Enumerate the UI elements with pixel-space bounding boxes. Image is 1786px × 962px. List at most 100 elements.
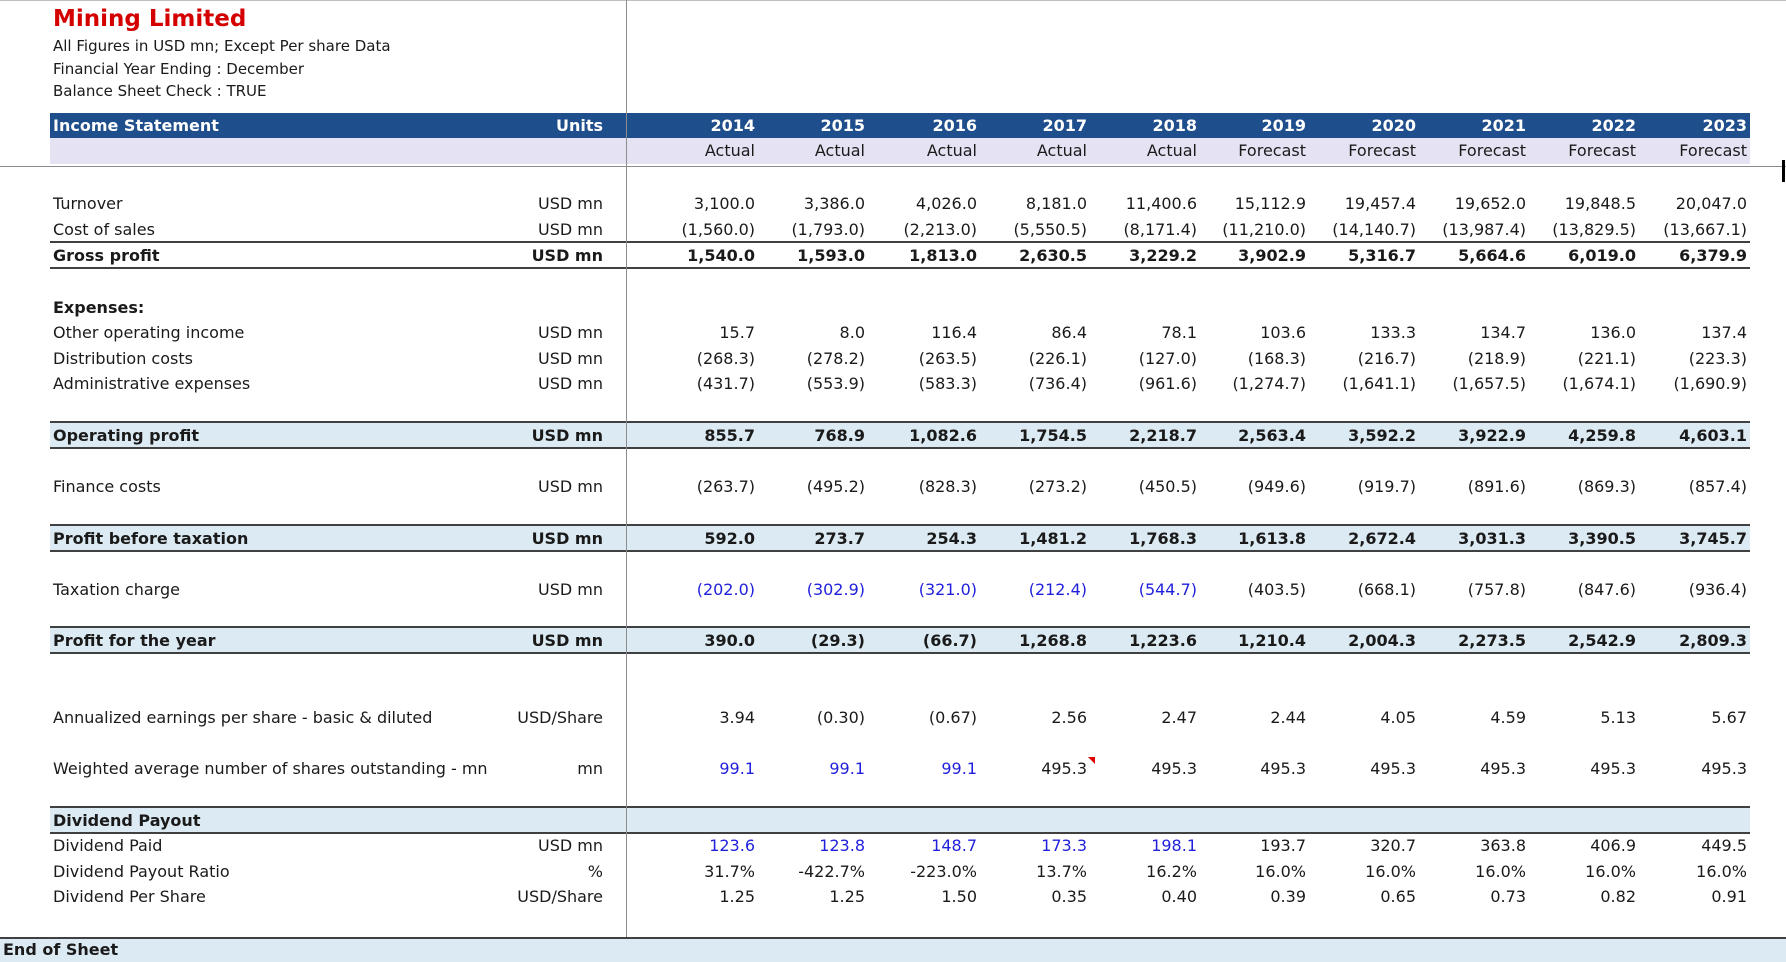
cell-2018[interactable]: 2,218.7 xyxy=(1129,426,1197,445)
cell-2020[interactable]: 320.7 xyxy=(1370,836,1416,855)
cell-2021[interactable]: 2,273.5 xyxy=(1458,631,1526,650)
cell-2017[interactable]: 2.56 xyxy=(1051,708,1087,727)
cell-2021[interactable]: 16.0% xyxy=(1475,862,1526,881)
cell-2022[interactable]: 0.82 xyxy=(1600,887,1636,906)
cell-2014[interactable]: 592.0 xyxy=(704,529,755,548)
cell-2019[interactable]: 103.6 xyxy=(1260,323,1306,342)
cell-2015[interactable]: 273.7 xyxy=(814,529,865,548)
row-unit[interactable]: USD mn xyxy=(538,194,603,213)
cell-2016[interactable]: 116.4 xyxy=(931,323,977,342)
cell-2019[interactable]: 1,210.4 xyxy=(1238,631,1306,650)
row-unit[interactable]: USD mn xyxy=(538,477,603,496)
cell-2014[interactable]: 3,100.0 xyxy=(693,194,755,213)
cell-2017[interactable]: 2,630.5 xyxy=(1019,246,1087,265)
cell-2021[interactable]: 495.3 xyxy=(1480,759,1526,778)
cell-2016[interactable]: (583.3) xyxy=(918,374,977,393)
cell-2018[interactable]: (127.0) xyxy=(1138,349,1197,368)
cell-2023[interactable]: 0.91 xyxy=(1711,887,1747,906)
cell-2020[interactable]: 5,316.7 xyxy=(1348,246,1416,265)
cell-2016[interactable]: (66.7) xyxy=(922,631,977,650)
row-label[interactable]: Administrative expenses xyxy=(53,374,251,393)
cell-2022[interactable]: (221.1) xyxy=(1577,349,1636,368)
cell-2022[interactable]: 16.0% xyxy=(1585,862,1636,881)
cell-2022[interactable]: 495.3 xyxy=(1590,759,1636,778)
cell-2022[interactable]: (847.6) xyxy=(1577,580,1636,599)
cell-2017[interactable]: (5,550.5) xyxy=(1013,220,1087,239)
cell-2017[interactable]: (226.1) xyxy=(1028,349,1087,368)
cell-2023[interactable]: 495.3 xyxy=(1701,759,1747,778)
row-label[interactable]: Distribution costs xyxy=(53,349,193,368)
cell-2023[interactable]: 4,603.1 xyxy=(1679,426,1747,445)
cell-2020[interactable]: (1,641.1) xyxy=(1342,374,1416,393)
cell-2015[interactable]: (1,793.0) xyxy=(791,220,865,239)
cell-2020[interactable]: 16.0% xyxy=(1365,862,1416,881)
cell-2021[interactable]: 5,664.6 xyxy=(1458,246,1526,265)
cell-2020[interactable]: (216.7) xyxy=(1357,349,1416,368)
row-label[interactable]: Finance costs xyxy=(53,477,161,496)
cell-2016[interactable]: 1,813.0 xyxy=(909,246,977,265)
cell-2018[interactable]: 0.40 xyxy=(1161,887,1197,906)
cell-2022[interactable]: 3,390.5 xyxy=(1568,529,1636,548)
cell-2021[interactable]: 3,031.3 xyxy=(1458,529,1526,548)
cell-2014[interactable]: (202.0) xyxy=(696,580,755,599)
cell-2022[interactable]: 406.9 xyxy=(1590,836,1636,855)
row-unit[interactable]: USD mn xyxy=(538,349,603,368)
row-unit[interactable]: USD mn xyxy=(531,529,603,548)
cell-2015[interactable]: -422.7% xyxy=(798,862,865,881)
row-unit[interactable]: USD mn xyxy=(538,374,603,393)
cell-2023[interactable]: 3,745.7 xyxy=(1679,529,1747,548)
row-label[interactable]: Dividend Per Share xyxy=(53,887,206,906)
cell-2017[interactable]: 1,268.8 xyxy=(1019,631,1087,650)
cell-2023[interactable]: 16.0% xyxy=(1696,862,1747,881)
cell-2015[interactable]: 1,593.0 xyxy=(797,246,865,265)
cell-2023[interactable]: (13,667.1) xyxy=(1663,220,1747,239)
cell-2019[interactable]: (1,274.7) xyxy=(1232,374,1306,393)
cell-2020[interactable]: 133.3 xyxy=(1370,323,1416,342)
row-label[interactable]: Taxation charge xyxy=(53,580,180,599)
cell-2015[interactable]: (29.3) xyxy=(810,631,865,650)
cell-2014[interactable]: (263.7) xyxy=(696,477,755,496)
cell-2014[interactable]: 390.0 xyxy=(704,631,755,650)
cell-2019[interactable]: 3,902.9 xyxy=(1238,246,1306,265)
row-unit[interactable]: USD/Share xyxy=(517,887,603,906)
cell-2015[interactable]: 8.0 xyxy=(839,323,865,342)
cell-2019[interactable]: 15,112.9 xyxy=(1234,194,1306,213)
cell-2020[interactable]: 2,004.3 xyxy=(1348,631,1416,650)
row-unit[interactable]: % xyxy=(587,862,603,881)
cell-2019[interactable]: 1,613.8 xyxy=(1238,529,1306,548)
cell-2020[interactable]: 2,672.4 xyxy=(1348,529,1416,548)
cell-2022[interactable]: 5.13 xyxy=(1600,708,1636,727)
cell-2018[interactable]: 16.2% xyxy=(1146,862,1197,881)
cell-2020[interactable]: 495.3 xyxy=(1370,759,1416,778)
cell-2018[interactable]: 1,768.3 xyxy=(1129,529,1197,548)
row-label[interactable]: Operating profit xyxy=(53,426,199,445)
cell-2017[interactable]: 86.4 xyxy=(1051,323,1087,342)
cell-2023[interactable]: (857.4) xyxy=(1688,477,1747,496)
cell-2022[interactable]: (1,674.1) xyxy=(1562,374,1636,393)
cell-2014[interactable]: 855.7 xyxy=(704,426,755,445)
cell-2016[interactable]: 4,026.0 xyxy=(915,194,977,213)
cell-2018[interactable]: 1,223.6 xyxy=(1129,631,1197,650)
cell-2016[interactable]: 254.3 xyxy=(926,529,977,548)
cell-2018[interactable]: (961.6) xyxy=(1138,374,1197,393)
cell-2017[interactable]: (736.4) xyxy=(1028,374,1087,393)
cell-2014[interactable]: 1.25 xyxy=(719,887,755,906)
cell-2022[interactable]: (869.3) xyxy=(1577,477,1636,496)
row-label[interactable]: Cost of sales xyxy=(53,220,155,239)
cell-2014[interactable]: 31.7% xyxy=(704,862,755,881)
cell-2023[interactable]: (936.4) xyxy=(1688,580,1747,599)
cell-2019[interactable]: (403.5) xyxy=(1247,580,1306,599)
row-label[interactable]: Expenses: xyxy=(53,298,145,317)
cell-2018[interactable]: (450.5) xyxy=(1138,477,1197,496)
cell-2017[interactable]: 13.7% xyxy=(1036,862,1087,881)
cell-2015[interactable]: 768.9 xyxy=(814,426,865,445)
cell-2015[interactable]: (278.2) xyxy=(806,349,865,368)
cell-2018[interactable]: 495.3 xyxy=(1151,759,1197,778)
cell-2014[interactable]: 15.7 xyxy=(719,323,755,342)
cell-2021[interactable]: (891.6) xyxy=(1467,477,1526,496)
cell-2017[interactable]: 495.3 xyxy=(1041,759,1087,778)
cell-2020[interactable]: (14,140.7) xyxy=(1332,220,1416,239)
cell-2018[interactable]: 3,229.2 xyxy=(1129,246,1197,265)
cell-2014[interactable]: 99.1 xyxy=(719,759,755,778)
cell-2018[interactable]: (8,171.4) xyxy=(1123,220,1197,239)
